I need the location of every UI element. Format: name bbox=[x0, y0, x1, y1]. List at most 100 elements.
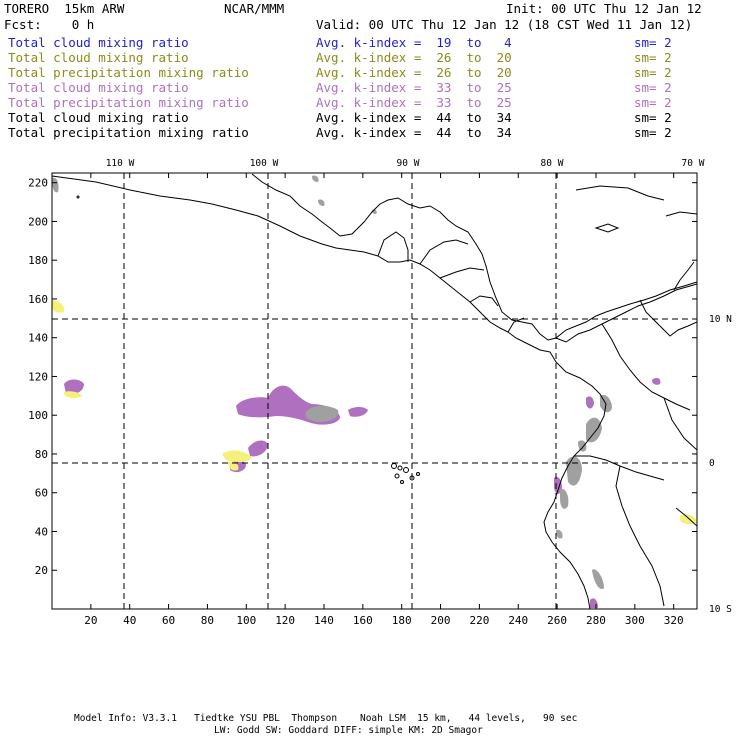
center-label: NCAR/MMM bbox=[224, 1, 285, 16]
border-nicaragua bbox=[439, 267, 485, 279]
legend-smoothing: sm= 2 bbox=[634, 65, 672, 80]
x-tick-label: 140 bbox=[314, 614, 334, 627]
valid-time: Valid: 00 UTC Thu 12 Jan 12 (18 CST Wed … bbox=[316, 17, 693, 32]
coastlines bbox=[52, 173, 697, 609]
cloud-area-gray bbox=[556, 529, 563, 539]
x-tick-label: 220 bbox=[469, 614, 489, 627]
cloud-area-purple bbox=[586, 396, 594, 409]
legend-smoothing: sm= 2 bbox=[634, 95, 672, 110]
legend-field-name: Total cloud mixing ratio bbox=[8, 50, 189, 65]
latitude-label: 10 S bbox=[709, 604, 732, 615]
cloud-area-gray bbox=[586, 417, 602, 443]
longitude-label: 100 W bbox=[250, 158, 279, 169]
cloud-area-yellow bbox=[52, 300, 65, 313]
cloud-area-purple bbox=[590, 598, 598, 608]
border-brazil-venezuela bbox=[663, 397, 697, 451]
lat-lon-grid bbox=[52, 173, 697, 609]
cloud-area-yellow bbox=[228, 461, 239, 471]
legend-smoothing: sm= 2 bbox=[634, 35, 672, 50]
cloud-area-purple bbox=[64, 379, 84, 395]
cloud-area-purple bbox=[248, 440, 268, 457]
coastline-mexico-central-america bbox=[52, 175, 551, 353]
cloud-area-purple bbox=[652, 377, 661, 385]
legend-smoothing: sm= 2 bbox=[634, 125, 672, 140]
legend-k-index: Avg. k-index = 33 to 25 bbox=[316, 80, 512, 95]
legend-field-name: Total cloud mixing ratio bbox=[8, 35, 189, 50]
legend-smoothing: sm= 2 bbox=[634, 80, 672, 95]
legend-field-name: Total precipitation mixing ratio bbox=[8, 95, 249, 110]
border-guatemala bbox=[377, 231, 409, 262]
cloud-area-yellow bbox=[64, 391, 82, 399]
cloud-area-purple bbox=[348, 407, 368, 417]
cloud-area-purple bbox=[554, 476, 562, 494]
island-lesser bbox=[673, 261, 695, 291]
legend-smoothing: sm= 2 bbox=[634, 110, 672, 125]
model-info: Model Info: V3.3.1 Tiedtke YSU PBL Thomp… bbox=[74, 713, 578, 724]
cloud-area-gray bbox=[592, 569, 604, 590]
legend-field-name: Total precipitation mixing ratio bbox=[8, 65, 249, 80]
x-tick-label: 300 bbox=[625, 614, 645, 627]
y-tick-label: 160 bbox=[28, 293, 48, 306]
y-tick-label: 80 bbox=[35, 448, 48, 461]
island-clipperton bbox=[76, 195, 80, 199]
legend-k-index: Avg. k-index = 33 to 25 bbox=[316, 95, 512, 110]
border-colombia-ecuador-peru bbox=[574, 455, 665, 481]
legend-k-index: Avg. k-index = 19 to 4 bbox=[316, 35, 512, 50]
model-title: TORERO 15km ARW bbox=[4, 1, 125, 16]
cloud-area-yellow bbox=[680, 514, 697, 525]
x-tick-label: 240 bbox=[508, 614, 528, 627]
y-tick-label: 140 bbox=[28, 332, 48, 345]
island-jamaica bbox=[594, 223, 620, 233]
axes: 20 40 60 80 100 120 140 160 180 200 220 240 260 280 30… bbox=[28, 158, 732, 627]
coastline-south-america-pacific bbox=[543, 351, 607, 609]
longitude-label: 90 W bbox=[397, 158, 420, 169]
cloud-area-gray bbox=[312, 175, 319, 182]
latitude-label: 10 N bbox=[709, 314, 732, 325]
plot-frame bbox=[51, 172, 698, 610]
cloud-area-yellow bbox=[222, 450, 252, 462]
legend-k-index: Avg. k-index = 26 to 20 bbox=[316, 50, 512, 65]
cloud-area-gray bbox=[560, 488, 569, 509]
y-tick-label: 200 bbox=[28, 215, 48, 228]
x-tick-label: 320 bbox=[664, 614, 684, 627]
y-tick-label: 20 bbox=[35, 564, 48, 577]
border-honduras bbox=[419, 239, 469, 265]
longitude-label: 80 W bbox=[541, 158, 564, 169]
border-costa-rica bbox=[469, 295, 499, 307]
legend-k-index: Avg. k-index = 44 to 34 bbox=[316, 125, 512, 140]
x-tick-label: 80 bbox=[201, 614, 214, 627]
coast-venezuela-gulf bbox=[639, 299, 697, 337]
cloud-area-gray bbox=[305, 405, 339, 422]
x-tick-label: 20 bbox=[84, 614, 97, 627]
y-tick-label: 220 bbox=[28, 177, 48, 190]
legend-field-name: Total cloud mixing ratio bbox=[8, 110, 189, 125]
x-tick-label: 60 bbox=[162, 614, 175, 627]
cloud-area-gray bbox=[52, 177, 59, 193]
border-colombia-venezuela bbox=[601, 323, 691, 411]
x-tick-label: 200 bbox=[431, 614, 451, 627]
y-tick-label: 40 bbox=[35, 525, 48, 538]
x-tick-label: 40 bbox=[123, 614, 136, 627]
forecast-hour: Fcst: 0 h bbox=[4, 17, 95, 32]
coastline-amazon bbox=[675, 507, 697, 527]
galapagos-islands bbox=[391, 463, 420, 484]
legend-k-index: Avg. k-index = 44 to 34 bbox=[316, 110, 512, 125]
x-tick-label: 120 bbox=[275, 614, 295, 627]
legend-k-index: Avg. k-index = 26 to 20 bbox=[316, 65, 512, 80]
cloud-area-gray bbox=[318, 199, 325, 206]
border-panama bbox=[507, 317, 525, 333]
y-tick-label: 120 bbox=[28, 370, 48, 383]
x-tick-label: 280 bbox=[586, 614, 606, 627]
legend-smoothing: sm= 2 bbox=[634, 50, 672, 65]
legend-field-name: Total precipitation mixing ratio bbox=[8, 125, 249, 140]
cloud-area-gray bbox=[578, 440, 587, 452]
x-tick-label: 180 bbox=[392, 614, 412, 627]
coastline-south-america-north bbox=[555, 283, 697, 343]
x-tick-label: 100 bbox=[236, 614, 256, 627]
physics-info: LW: Godd SW: Goddard DIFF: simple KM: 2D… bbox=[214, 725, 483, 736]
y-tick-label: 60 bbox=[35, 487, 48, 500]
cloud-fields bbox=[52, 175, 697, 608]
y-tick-label: 180 bbox=[28, 254, 48, 267]
border-peru-brazil bbox=[615, 465, 665, 607]
